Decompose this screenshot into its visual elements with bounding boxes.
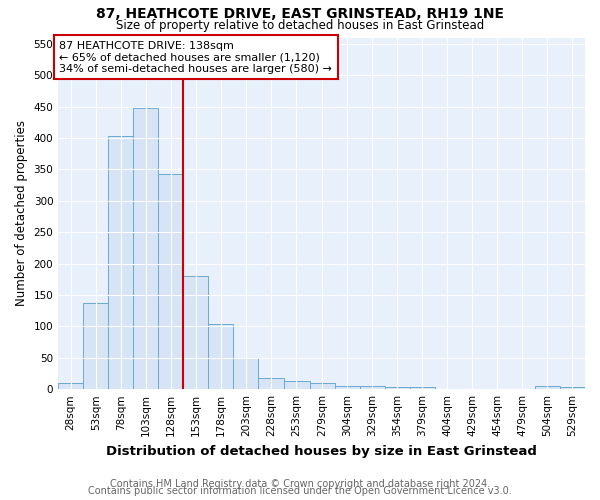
Bar <box>208 324 233 389</box>
Bar <box>133 108 158 389</box>
Bar <box>410 386 435 389</box>
Bar <box>560 386 585 389</box>
Bar <box>359 386 385 389</box>
Bar <box>184 276 208 389</box>
Bar <box>535 386 560 389</box>
Bar <box>108 136 133 389</box>
Y-axis label: Number of detached properties: Number of detached properties <box>15 120 28 306</box>
Bar <box>259 378 284 389</box>
Bar <box>284 381 310 389</box>
Bar <box>83 302 108 389</box>
Bar <box>58 383 83 389</box>
Bar <box>233 358 259 389</box>
Bar <box>335 386 359 389</box>
Bar <box>310 383 335 389</box>
X-axis label: Distribution of detached houses by size in East Grinstead: Distribution of detached houses by size … <box>106 444 537 458</box>
Bar <box>385 386 410 389</box>
Text: Contains public sector information licensed under the Open Government Licence v3: Contains public sector information licen… <box>88 486 512 496</box>
Text: 87 HEATHCOTE DRIVE: 138sqm
← 65% of detached houses are smaller (1,120)
34% of s: 87 HEATHCOTE DRIVE: 138sqm ← 65% of deta… <box>59 40 332 74</box>
Bar <box>158 174 184 389</box>
Text: 87, HEATHCOTE DRIVE, EAST GRINSTEAD, RH19 1NE: 87, HEATHCOTE DRIVE, EAST GRINSTEAD, RH1… <box>96 8 504 22</box>
Text: Size of property relative to detached houses in East Grinstead: Size of property relative to detached ho… <box>116 18 484 32</box>
Text: Contains HM Land Registry data © Crown copyright and database right 2024.: Contains HM Land Registry data © Crown c… <box>110 479 490 489</box>
